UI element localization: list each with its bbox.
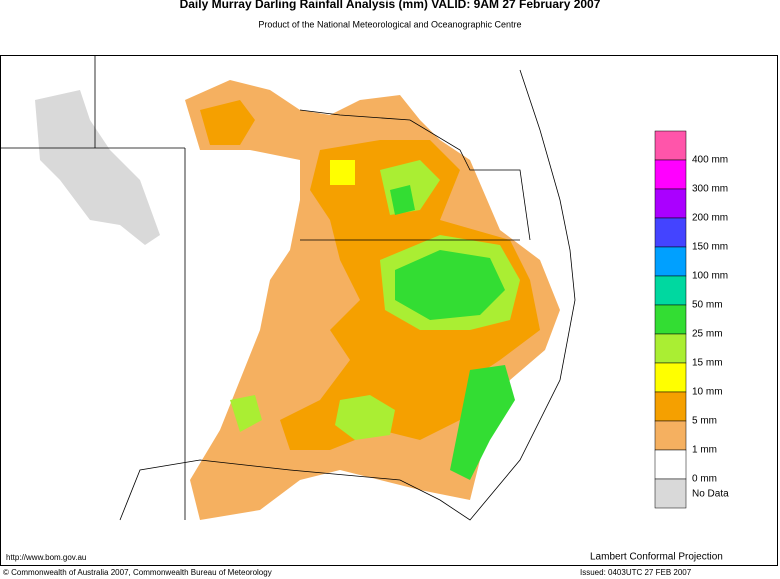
legend-label: 15 mm <box>692 358 723 369</box>
legend-label: 10 mm <box>692 387 723 398</box>
legend-label: 5 mm <box>692 416 717 427</box>
legend-swatch <box>654 420 687 451</box>
map <box>0 55 576 521</box>
legend-label: 0 mm <box>692 474 717 485</box>
legend <box>654 130 687 509</box>
legend-label: No Data <box>692 489 729 500</box>
rain-5mm <box>200 100 255 145</box>
legend-label: 1 mm <box>692 445 717 456</box>
rain-15mm <box>230 395 262 432</box>
legend-swatch <box>654 449 687 480</box>
rain-15mm <box>335 395 395 440</box>
legend-label: 300 mm <box>692 184 728 195</box>
rain-10mm <box>330 160 355 185</box>
rain-25mm <box>390 185 415 215</box>
legend-swatch <box>654 391 687 422</box>
title: Daily Murray Darling Rainfall Analysis (… <box>180 0 601 11</box>
legend-label: 400 mm <box>692 155 728 166</box>
legend-swatch <box>654 130 687 161</box>
legend-swatch <box>654 217 687 248</box>
legend-swatch <box>654 275 687 306</box>
projection: Lambert Conformal Projection <box>590 552 723 563</box>
issued: Issued: 0403UTC 27 FEB 2007 <box>580 568 692 577</box>
legend-swatch <box>654 188 687 219</box>
rain-25mm <box>450 365 515 480</box>
boundaries <box>0 55 576 521</box>
legend-label: 25 mm <box>692 329 723 340</box>
subtitle: Product of the National Meteorological a… <box>258 19 521 29</box>
rain-25mm <box>395 250 505 320</box>
legend-swatch <box>654 246 687 277</box>
url: http://www.bom.gov.au <box>6 553 86 562</box>
copyright: © Commonwealth of Australia 2007, Common… <box>3 568 272 577</box>
legend-swatch <box>654 304 687 335</box>
legend-label: 50 mm <box>692 300 723 311</box>
legend-label: 200 mm <box>692 213 728 224</box>
legend-label: 150 mm <box>692 242 728 253</box>
legend-swatch <box>654 159 687 190</box>
no-data-area <box>35 90 160 245</box>
legend-label: 100 mm <box>692 271 728 282</box>
legend-swatch <box>654 478 687 509</box>
legend-swatch <box>654 362 687 393</box>
legend-swatch <box>654 333 687 364</box>
